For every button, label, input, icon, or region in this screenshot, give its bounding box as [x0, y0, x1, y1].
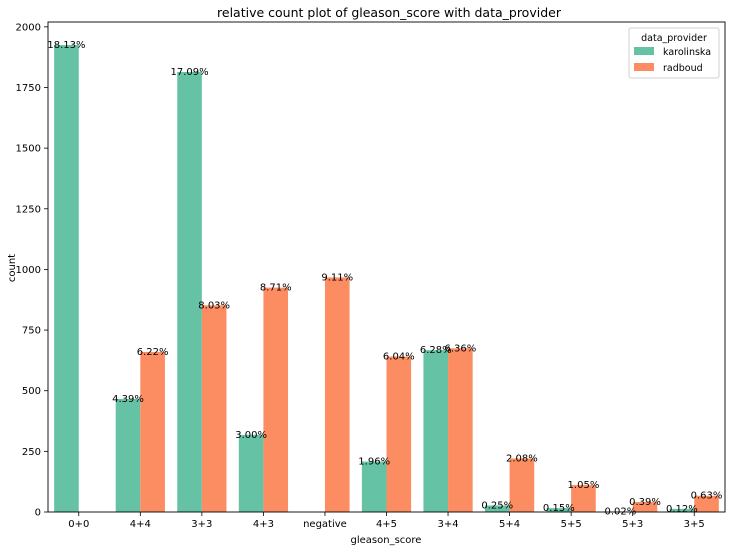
y-tick-label: 0: [35, 508, 41, 519]
bar-radboud: [263, 288, 288, 512]
bar-data-label: 0.63%: [691, 491, 723, 502]
y-tick-label: 1250: [16, 204, 41, 215]
y-tick-label: 1000: [16, 265, 41, 276]
bar-data-label: 0.25%: [481, 500, 513, 511]
bar-data-label: 6.22%: [137, 347, 169, 358]
x-tick-label: 0+0: [68, 519, 89, 530]
x-axis-label: gleason_score: [351, 535, 422, 546]
y-tick-label: 250: [22, 447, 41, 458]
bars: [54, 45, 719, 512]
bar-karolinska: [177, 72, 202, 512]
legend-swatch-karolinska: [634, 47, 654, 55]
bar-radboud: [202, 305, 227, 512]
y-tick-label: 1500: [16, 144, 41, 155]
bar-data-label: 3.00%: [235, 430, 267, 441]
x-tick-label: 5+4: [499, 519, 520, 530]
x-tick-label: negative: [303, 519, 347, 530]
x-tick-label: 5+5: [561, 519, 582, 530]
legend-label-radboud: radboud: [663, 63, 703, 74]
x-tick-label: 3+3: [191, 519, 212, 530]
legend: data_provider karolinska radboud: [629, 28, 719, 78]
y-tick-label: 750: [22, 326, 41, 337]
bar-data-label: 2.08%: [506, 453, 538, 464]
x-tick-label: 5+3: [622, 519, 643, 530]
x-tick-label: 4+3: [253, 519, 274, 530]
legend-swatch-radboud: [634, 63, 654, 71]
legend-title: data_provider: [641, 33, 707, 44]
bar-data-label: 18.13%: [47, 40, 85, 51]
bar-data-label: 9.11%: [321, 272, 353, 283]
bar-data-label: 6.04%: [383, 352, 415, 363]
x-tick-label: 4+5: [376, 519, 397, 530]
bar-radboud: [325, 277, 350, 512]
bar-radboud: [448, 348, 473, 512]
legend-label-karolinska: karolinska: [663, 47, 711, 58]
y-tick-label: 2000: [16, 22, 41, 33]
bar-data-label: 6.36%: [444, 343, 476, 354]
bar-karolinska: [423, 350, 448, 512]
bar-data-label: 1.05%: [568, 480, 600, 491]
x-tick-label: 3+4: [437, 519, 458, 530]
bar-radboud: [140, 352, 165, 512]
bar-data-label: 0.12%: [666, 504, 698, 515]
bar-data-label: 17.09%: [170, 67, 208, 78]
bar-karolinska: [54, 45, 79, 512]
chart-title: relative count plot of gleason_score wit…: [217, 5, 562, 20]
bar-data-label: 4.39%: [112, 394, 144, 405]
bar-radboud: [510, 458, 535, 512]
bar-karolinska: [116, 399, 141, 512]
y-tick-label: 500: [22, 386, 41, 397]
bar-radboud: [387, 357, 412, 512]
y-tick-label: 1750: [16, 83, 41, 94]
x-tick-label: 4+4: [130, 519, 151, 530]
x-tick-label: 3+5: [684, 519, 705, 530]
bar-data-label: 0.39%: [629, 497, 661, 508]
bar-data-label: 8.71%: [260, 283, 292, 294]
bar-karolinska: [362, 462, 387, 512]
bar-data-label: 0.15%: [543, 503, 575, 514]
bar-data-label: 8.03%: [198, 300, 230, 311]
bar-karolinska: [239, 435, 264, 512]
y-axis-label: count: [7, 254, 18, 282]
bar-data-label: 1.96%: [358, 457, 390, 468]
